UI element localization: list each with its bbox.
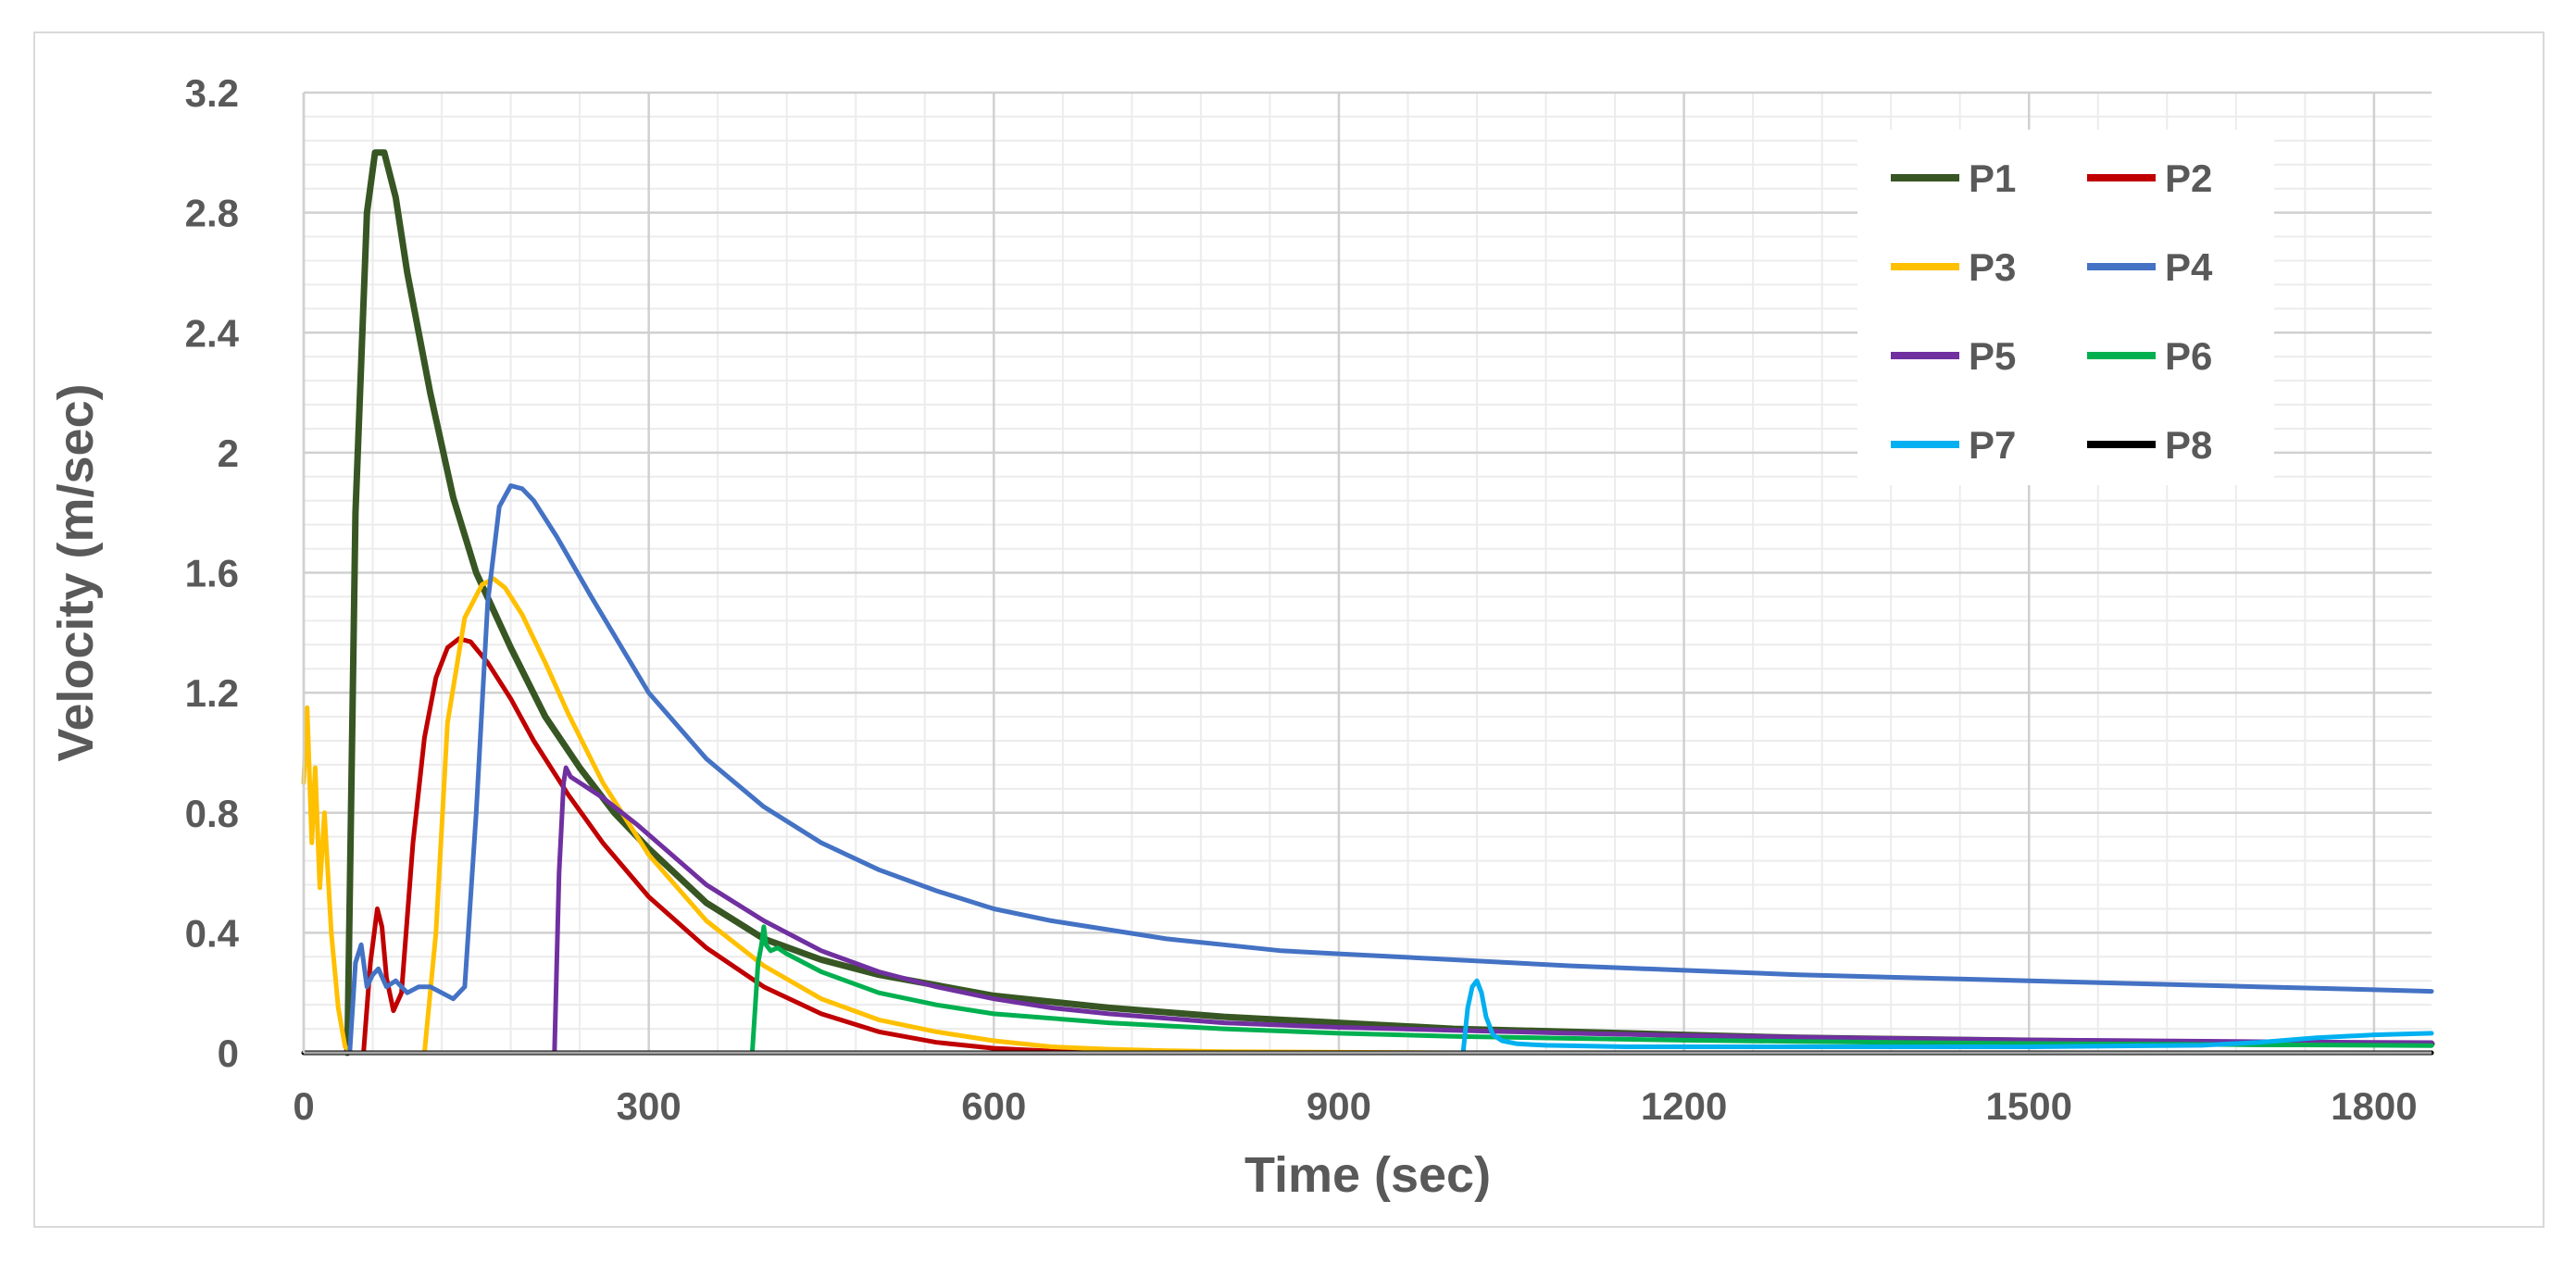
x-tick-labels: 0 300 600 900 1200 1500 1800 bbox=[293, 1084, 2417, 1128]
x-tick-label: 1500 bbox=[1986, 1084, 2072, 1128]
x-tick-label: 600 bbox=[961, 1084, 1026, 1128]
legend-label-p1: P1 bbox=[1969, 156, 2016, 200]
x-tick-label: 300 bbox=[617, 1084, 682, 1128]
legend-box bbox=[1857, 130, 2274, 485]
y-tick-labels: 0 0.4 0.8 1.2 1.6 2 2.4 2.8 3.2 bbox=[185, 71, 240, 1075]
legend: P1 P2 P3 P4 P5 P6 P7 P8 bbox=[1857, 130, 2274, 485]
x-tick-label: 0 bbox=[293, 1084, 314, 1128]
series-line-p2 bbox=[361, 636, 2434, 1056]
x-tick-label: 1800 bbox=[2331, 1084, 2417, 1128]
legend-label-p2: P2 bbox=[2165, 156, 2212, 200]
y-tick-label: 2.8 bbox=[185, 192, 239, 235]
series-line-p6 bbox=[749, 924, 2434, 1056]
y-tick-label: 2 bbox=[218, 431, 239, 475]
series-line-p4 bbox=[347, 483, 2434, 1056]
y-tick-label: 3.2 bbox=[185, 71, 239, 115]
x-axis-title: Time (sec) bbox=[1244, 1147, 1491, 1203]
legend-label-p3: P3 bbox=[1969, 245, 2016, 289]
y-tick-label: 2.4 bbox=[185, 311, 240, 355]
legend-label-p6: P6 bbox=[2165, 334, 2212, 378]
y-tick-label: 1.2 bbox=[185, 671, 239, 715]
series-line-p5 bbox=[552, 765, 2434, 1056]
legend-label-p5: P5 bbox=[1969, 334, 2016, 378]
y-tick-label: 0.4 bbox=[185, 911, 240, 955]
legend-label-p8: P8 bbox=[2165, 423, 2212, 467]
x-tick-label: 900 bbox=[1307, 1084, 1371, 1128]
series-line-p7 bbox=[1460, 978, 2434, 1056]
legend-label-p4: P4 bbox=[2165, 245, 2213, 289]
y-tick-label: 0 bbox=[218, 1032, 239, 1075]
y-tick-label: 0.8 bbox=[185, 792, 239, 835]
legend-label-p7: P7 bbox=[1969, 423, 2016, 467]
y-axis-title: Velocity (m/sec) bbox=[48, 383, 104, 761]
y-tick-label: 1.6 bbox=[185, 552, 239, 595]
x-tick-label: 1200 bbox=[1641, 1084, 1727, 1128]
series-lines bbox=[301, 149, 2435, 1057]
